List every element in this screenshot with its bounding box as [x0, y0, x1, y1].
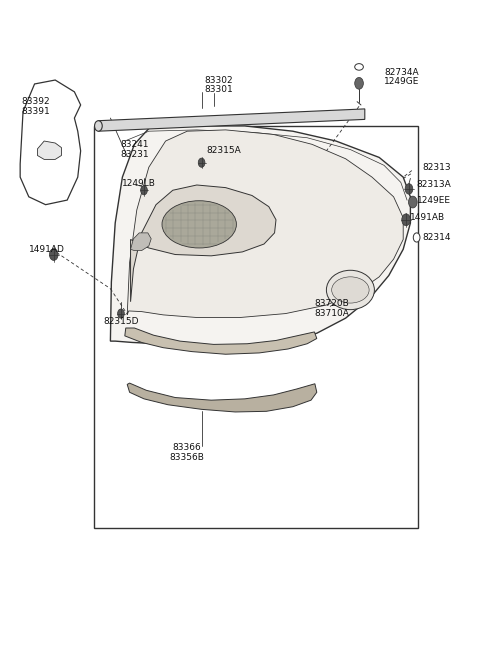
- Polygon shape: [37, 141, 61, 159]
- Circle shape: [141, 186, 147, 195]
- Text: 1249GE: 1249GE: [384, 77, 420, 87]
- Text: 82315A: 82315A: [206, 146, 241, 155]
- Polygon shape: [131, 233, 151, 251]
- Text: 83231: 83231: [120, 150, 149, 159]
- Text: 83241: 83241: [120, 140, 148, 149]
- Text: 83720B: 83720B: [314, 298, 349, 308]
- Ellipse shape: [413, 233, 420, 242]
- Text: 82313A: 82313A: [417, 180, 451, 190]
- Circle shape: [49, 249, 58, 260]
- Polygon shape: [131, 185, 276, 302]
- Text: 82734A: 82734A: [384, 68, 419, 77]
- Circle shape: [402, 214, 410, 226]
- Text: 83302: 83302: [204, 75, 233, 85]
- Polygon shape: [110, 126, 410, 346]
- Text: 1491AB: 1491AB: [410, 213, 445, 222]
- Ellipse shape: [162, 201, 236, 248]
- Text: 1249LB: 1249LB: [122, 179, 156, 188]
- Text: 83366: 83366: [173, 443, 202, 452]
- Text: 1249EE: 1249EE: [417, 195, 451, 205]
- Text: 82314: 82314: [422, 233, 451, 242]
- Text: 1491AD: 1491AD: [29, 245, 65, 254]
- Ellipse shape: [95, 121, 102, 131]
- Polygon shape: [98, 109, 365, 131]
- Text: 83710A: 83710A: [314, 309, 349, 318]
- Text: 83356B: 83356B: [170, 453, 204, 462]
- Ellipse shape: [355, 64, 363, 70]
- Circle shape: [355, 77, 363, 89]
- Polygon shape: [20, 80, 81, 205]
- Bar: [94, 126, 418, 528]
- Polygon shape: [127, 383, 317, 412]
- Text: 83301: 83301: [204, 85, 233, 94]
- Polygon shape: [125, 328, 317, 354]
- Text: 83392: 83392: [22, 97, 50, 106]
- Text: 82313: 82313: [422, 163, 451, 172]
- Circle shape: [405, 184, 413, 194]
- Polygon shape: [127, 130, 403, 318]
- Text: 82315D: 82315D: [103, 317, 139, 326]
- Ellipse shape: [326, 270, 374, 310]
- Circle shape: [408, 196, 417, 208]
- Text: 83391: 83391: [22, 107, 50, 116]
- Circle shape: [118, 309, 124, 318]
- Ellipse shape: [332, 277, 369, 303]
- Circle shape: [198, 158, 205, 167]
